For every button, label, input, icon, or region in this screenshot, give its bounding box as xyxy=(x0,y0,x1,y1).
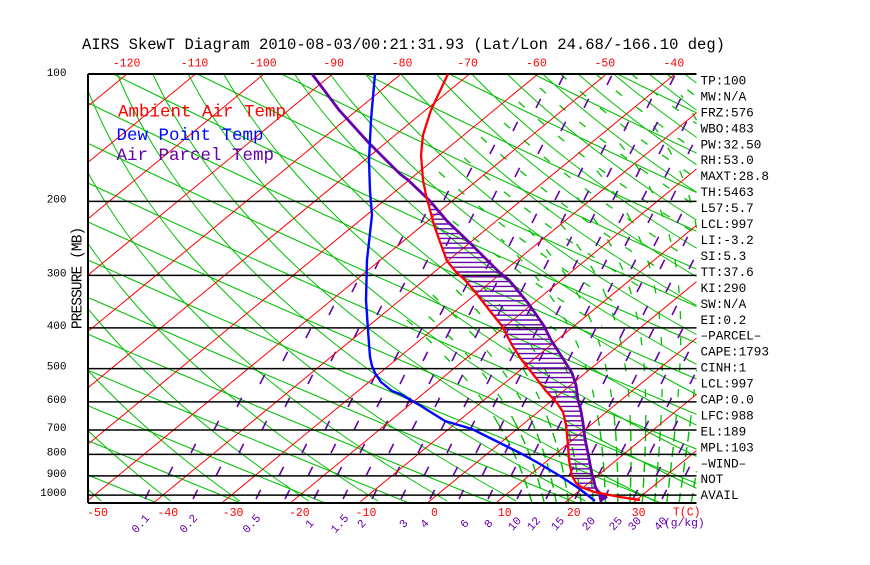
svg-text:T(C): T(C) xyxy=(673,507,701,520)
svg-text:Ambient Air Temp: Ambient Air Temp xyxy=(118,103,286,123)
svg-text:EL:189: EL:189 xyxy=(701,424,747,439)
svg-text:-70: -70 xyxy=(457,58,478,71)
svg-text:-100: -100 xyxy=(249,58,277,71)
svg-text:CAPE:1793: CAPE:1793 xyxy=(701,345,770,360)
svg-text:100: 100 xyxy=(47,68,67,80)
svg-text:400: 400 xyxy=(47,321,67,333)
svg-text:–PARCEL–: –PARCEL– xyxy=(701,329,762,344)
svg-text:KI:290: KI:290 xyxy=(701,281,747,296)
svg-text:-90: -90 xyxy=(323,58,344,71)
svg-text:-40: -40 xyxy=(664,58,685,71)
svg-text:200: 200 xyxy=(47,194,67,206)
svg-text:SW:N/A: SW:N/A xyxy=(701,297,747,312)
svg-text:800: 800 xyxy=(47,447,67,459)
svg-text:700: 700 xyxy=(47,423,67,435)
svg-text:300: 300 xyxy=(47,268,67,280)
svg-text:(g/kg): (g/kg) xyxy=(664,518,705,530)
svg-text:0: 0 xyxy=(431,507,438,520)
svg-text:-60: -60 xyxy=(526,58,547,71)
svg-text:TT:37.6: TT:37.6 xyxy=(701,265,754,280)
svg-text:WBO:483: WBO:483 xyxy=(701,121,754,136)
svg-text:TH:5463: TH:5463 xyxy=(701,185,754,200)
svg-text:-50: -50 xyxy=(87,507,108,520)
svg-text:-50: -50 xyxy=(594,58,615,71)
svg-text:L57:5.7: L57:5.7 xyxy=(701,201,754,216)
svg-text:-80: -80 xyxy=(392,58,413,71)
svg-text:FRZ:576: FRZ:576 xyxy=(701,105,754,120)
svg-text:LI:-3.2: LI:-3.2 xyxy=(701,233,754,248)
svg-text:900: 900 xyxy=(47,469,67,481)
svg-text:CINH:1: CINH:1 xyxy=(701,361,747,376)
svg-text:LCL:997: LCL:997 xyxy=(701,217,754,232)
svg-text:20: 20 xyxy=(567,507,581,520)
svg-text:-30: -30 xyxy=(223,507,244,520)
svg-text:-110: -110 xyxy=(181,58,209,71)
svg-text:30: 30 xyxy=(632,507,646,520)
svg-text:NOT: NOT xyxy=(701,472,724,487)
svg-text:-120: -120 xyxy=(113,58,141,71)
svg-text:SI:5.3: SI:5.3 xyxy=(701,249,747,264)
svg-text:MW:N/A: MW:N/A xyxy=(701,90,747,105)
svg-text:TP:100: TP:100 xyxy=(701,74,747,89)
svg-text:PW:32.50: PW:32.50 xyxy=(701,137,762,152)
svg-text:Air Parcel Temp: Air Parcel Temp xyxy=(117,146,275,166)
svg-text:-40: -40 xyxy=(157,507,178,520)
svg-text:LFC:988: LFC:988 xyxy=(701,408,754,423)
svg-text:LCL:997: LCL:997 xyxy=(701,377,754,392)
svg-text:AVAIL: AVAIL xyxy=(701,488,739,503)
svg-text:CAP:0.0: CAP:0.0 xyxy=(701,393,754,408)
svg-text:MAXT:28.8: MAXT:28.8 xyxy=(701,169,770,184)
svg-text:10: 10 xyxy=(498,507,512,520)
svg-text:RH:53.0: RH:53.0 xyxy=(701,153,754,168)
svg-text:-20: -20 xyxy=(289,507,310,520)
svg-text:500: 500 xyxy=(47,362,67,374)
svg-text:PRESSURE (MB): PRESSURE (MB) xyxy=(71,228,87,329)
svg-text:600: 600 xyxy=(47,395,67,407)
svg-text:Dew Point Temp: Dew Point Temp xyxy=(117,126,264,146)
svg-text:MPL:103: MPL:103 xyxy=(701,440,754,455)
svg-text:1000: 1000 xyxy=(40,488,66,500)
svg-text:–WIND–: –WIND– xyxy=(701,456,747,471)
svg-text:-10: -10 xyxy=(356,507,377,520)
svg-text:AIRS SkewT Diagram 2010-08-03/: AIRS SkewT Diagram 2010-08-03/00:21:31.9… xyxy=(82,36,725,54)
svg-text:EI:0.2: EI:0.2 xyxy=(701,313,747,328)
